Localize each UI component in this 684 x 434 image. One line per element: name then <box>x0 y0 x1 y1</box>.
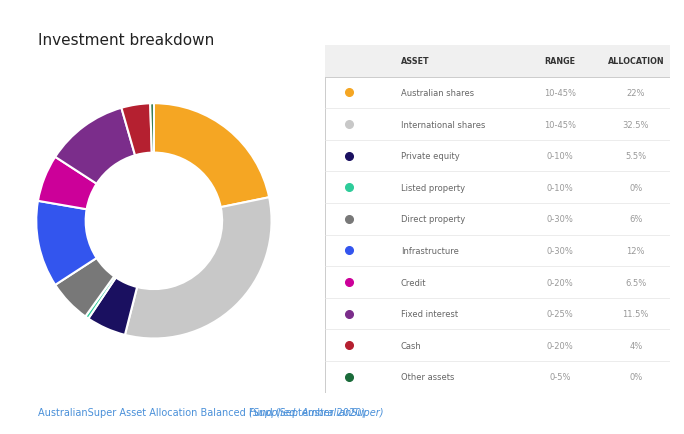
Wedge shape <box>150 104 154 153</box>
Text: 0-30%: 0-30% <box>547 215 573 224</box>
Text: 11.5%: 11.5% <box>622 309 649 319</box>
Text: Australian shares: Australian shares <box>401 89 474 98</box>
Wedge shape <box>55 258 114 317</box>
Wedge shape <box>55 108 135 184</box>
Text: 0-25%: 0-25% <box>547 309 573 319</box>
Text: 0-20%: 0-20% <box>547 278 573 287</box>
Wedge shape <box>121 104 152 156</box>
Text: ASSET: ASSET <box>401 57 430 66</box>
Text: 5.5%: 5.5% <box>625 152 646 161</box>
Wedge shape <box>88 278 137 335</box>
Text: 10-45%: 10-45% <box>544 120 576 129</box>
Text: 4%: 4% <box>629 341 642 350</box>
Text: Direct property: Direct property <box>401 215 465 224</box>
Wedge shape <box>36 201 96 285</box>
Text: International shares: International shares <box>401 120 485 129</box>
Text: 0-20%: 0-20% <box>547 341 573 350</box>
Text: 0-5%: 0-5% <box>549 372 570 381</box>
Text: 6.5%: 6.5% <box>625 278 646 287</box>
Text: Private equity: Private equity <box>401 152 460 161</box>
Wedge shape <box>125 198 272 339</box>
Wedge shape <box>38 158 96 210</box>
Text: Cash: Cash <box>401 341 421 350</box>
Text: ALLOCATION: ALLOCATION <box>607 57 664 66</box>
Text: Fixed interest: Fixed interest <box>401 309 458 319</box>
Text: 32.5%: 32.5% <box>622 120 649 129</box>
Text: Credit: Credit <box>401 278 426 287</box>
Text: 0%: 0% <box>629 372 642 381</box>
Text: Other assets: Other assets <box>401 372 454 381</box>
Text: Infrastructure: Infrastructure <box>401 247 459 255</box>
FancyBboxPatch shape <box>325 46 670 393</box>
Text: RANGE: RANGE <box>544 57 575 66</box>
Text: 0-30%: 0-30% <box>547 247 573 255</box>
Text: AustralianSuper Asset Allocation Balanced Fund (September 2020).: AustralianSuper Asset Allocation Balance… <box>38 407 371 417</box>
Wedge shape <box>86 276 116 319</box>
Text: Listed property: Listed property <box>401 183 465 192</box>
Text: 0-10%: 0-10% <box>547 152 573 161</box>
Text: 0-10%: 0-10% <box>547 183 573 192</box>
Text: 0%: 0% <box>629 183 642 192</box>
Text: 22%: 22% <box>627 89 645 98</box>
FancyBboxPatch shape <box>325 46 670 78</box>
Text: Investment breakdown: Investment breakdown <box>38 33 214 47</box>
Text: 12%: 12% <box>627 247 645 255</box>
Text: (Supplied: AustralianSuper): (Supplied: AustralianSuper) <box>249 407 383 417</box>
Text: 6%: 6% <box>629 215 642 224</box>
Wedge shape <box>154 104 269 208</box>
Text: 10-45%: 10-45% <box>544 89 576 98</box>
